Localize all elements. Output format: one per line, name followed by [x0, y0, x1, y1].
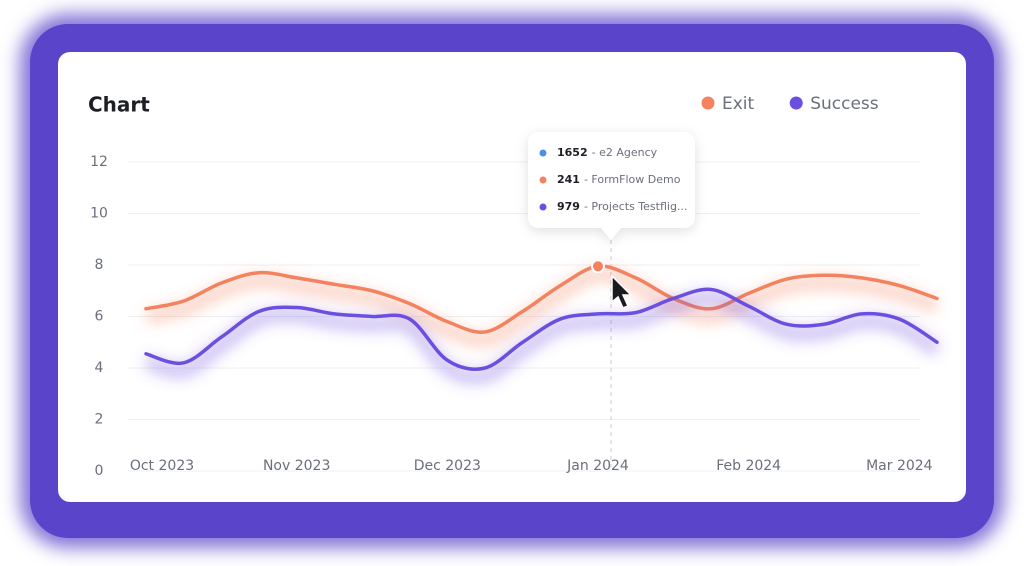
tooltip-value: 241: [557, 173, 580, 186]
y-tick-label: 6: [95, 309, 104, 325]
cursor: [611, 274, 633, 309]
x-tick-label: Feb 2024: [716, 458, 781, 474]
tooltip-dot: [539, 149, 547, 157]
legend-marker: [789, 96, 803, 110]
x-tick-label: Nov 2023: [263, 458, 330, 474]
chart-title: Chart: [88, 93, 150, 117]
tooltip-box: [528, 132, 695, 240]
y-tick-label: 10: [90, 206, 108, 222]
line-glow: [144, 267, 940, 348]
tooltip-dot: [539, 203, 547, 211]
x-tick-label: Dec 2023: [414, 458, 481, 474]
hover-point: [591, 259, 605, 274]
y-tick-label: 4: [95, 360, 104, 376]
tooltip-label: - Projects Testflig...: [584, 200, 687, 213]
tooltip-text: 979 - Projects Testflig...: [557, 200, 687, 213]
x-tick-label: Mar 2024: [866, 458, 933, 474]
tooltip-value: 979: [557, 200, 580, 213]
tooltip-text: 1652 - e2 Agency: [557, 146, 658, 159]
x-tick-label: Jan 2024: [566, 458, 629, 474]
tooltip-text: 241 - FormFlow Demo: [557, 173, 681, 186]
tooltip-label: - e2 Agency: [592, 146, 658, 159]
y-tick-label: 12: [90, 154, 108, 170]
tooltip-value: 1652: [557, 146, 588, 159]
tooltip-label: - FormFlow Demo: [584, 173, 681, 186]
line-glow: [143, 290, 941, 385]
x-tick-label: Oct 2023: [130, 458, 194, 474]
legend-label: Success: [810, 94, 879, 114]
y-tick-label: 0: [95, 463, 104, 479]
line: [144, 264, 939, 334]
y-tick-label: 8: [95, 257, 104, 273]
tooltip-dot: [539, 176, 547, 184]
line: [144, 287, 939, 371]
y-tick-label: 2: [95, 412, 104, 428]
legend-marker: [701, 96, 715, 110]
legend-label: Exit: [722, 94, 755, 114]
